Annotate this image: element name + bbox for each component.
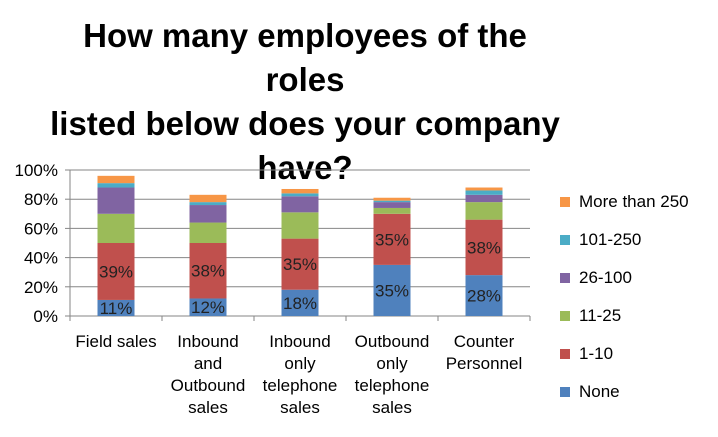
- category-label-line: Counter: [453, 332, 515, 351]
- bar-segment: [465, 190, 503, 195]
- category-label-line: Inbound: [177, 332, 239, 351]
- legend-label: 101-250: [579, 230, 642, 249]
- bar-segment: [97, 213, 135, 243]
- bar-segment: [97, 183, 135, 188]
- bar-segment: [465, 187, 503, 191]
- data-label: 12%: [191, 298, 225, 317]
- category-label: Field sales: [66, 331, 166, 353]
- bar-segment: [189, 202, 227, 206]
- legend-swatch: [560, 197, 570, 207]
- category-label-line: sales: [372, 398, 412, 417]
- data-label: 35%: [375, 230, 409, 249]
- y-tick-label: 20%: [24, 278, 58, 297]
- category-label: Outbound only telephone sales: [342, 331, 442, 419]
- bar-segment: [373, 202, 411, 208]
- category-label-line: Field sales: [75, 332, 157, 351]
- data-label: 39%: [99, 262, 133, 281]
- legend-item: 101-250: [560, 230, 641, 250]
- data-label: 11%: [100, 299, 133, 318]
- legend-swatch: [560, 273, 570, 283]
- bar-segment: [373, 200, 411, 203]
- bar-segment: [97, 175, 135, 184]
- data-label: 18%: [283, 294, 317, 313]
- y-tick-label: 0%: [33, 307, 58, 326]
- category-label-line: sales: [280, 398, 320, 417]
- bar-segment: [281, 212, 319, 239]
- category-label-line: sales: [188, 398, 228, 417]
- bar-segment: [373, 207, 411, 214]
- category-label: Inbound and Outbound sales: [158, 331, 258, 419]
- bar-segment: [373, 264, 411, 316]
- legend-item: None: [560, 382, 620, 402]
- legend-swatch: [560, 387, 570, 397]
- data-label: 35%: [375, 281, 409, 300]
- bar-segment: [189, 222, 227, 243]
- bar-segment: [189, 243, 227, 299]
- category-label-line: Outbound: [170, 376, 246, 395]
- bar-segment: [465, 275, 503, 316]
- category-label: Inbound only telephone sales: [250, 331, 350, 419]
- y-tick-label: 60%: [24, 219, 58, 238]
- category-label-line: only: [284, 354, 316, 373]
- data-label: 35%: [283, 255, 317, 274]
- bar-segment: [97, 243, 135, 300]
- bar-segment: [281, 238, 319, 290]
- legend-item: 26-100: [560, 268, 632, 288]
- category-label-line: and: [193, 354, 223, 373]
- bar-segment: [97, 187, 135, 214]
- bar-segment: [189, 205, 227, 223]
- legend-item: More than 250: [560, 192, 689, 212]
- y-tick-label: 80%: [24, 190, 58, 209]
- bar-segment: [281, 196, 319, 213]
- category-label-line: Inbound: [269, 332, 331, 351]
- y-tick-label: 100%: [15, 161, 58, 180]
- chart-title-line-2: listed below does your company: [50, 105, 560, 142]
- category-label-line: telephone: [354, 376, 430, 395]
- bar-segment: [465, 194, 503, 203]
- legend-label: 26-100: [579, 268, 632, 287]
- category-label-line: telephone: [262, 376, 338, 395]
- data-label: 38%: [467, 238, 501, 257]
- legend-item: 1-10: [560, 344, 613, 364]
- chart-title: How many employees of the roles listed b…: [50, 14, 560, 190]
- bar-segment: [281, 289, 319, 316]
- category-label: Counter Personnel: [434, 331, 534, 375]
- y-tick-label: 40%: [24, 249, 58, 268]
- bar-segment: [281, 193, 319, 197]
- bar-segment: [281, 188, 319, 194]
- category-label-line: Outbound: [354, 332, 430, 351]
- bar-segment: [465, 219, 503, 276]
- bar-segment: [465, 202, 503, 220]
- legend-swatch: [560, 235, 570, 245]
- legend-label: 1-10: [579, 344, 614, 363]
- bar-segment: [373, 197, 411, 201]
- legend-swatch: [560, 311, 570, 321]
- legend-label: None: [579, 382, 620, 401]
- bar-segment: [189, 194, 227, 203]
- bar-segment: [97, 299, 135, 316]
- category-label-line: only: [376, 354, 408, 373]
- data-label: 38%: [191, 262, 225, 281]
- bar-segment: [373, 213, 411, 265]
- chart-title-line-3: have?: [257, 149, 353, 186]
- legend-item: 11-25: [560, 306, 621, 326]
- category-label-line: Personnel: [445, 354, 523, 373]
- bar-segment: [189, 298, 227, 316]
- data-label: 28%: [467, 287, 501, 306]
- legend-label: 11-25: [579, 306, 622, 325]
- chart-title-line-1: How many employees of the roles: [83, 17, 527, 98]
- legend-swatch: [560, 349, 570, 359]
- legend-label: More than 250: [579, 192, 689, 211]
